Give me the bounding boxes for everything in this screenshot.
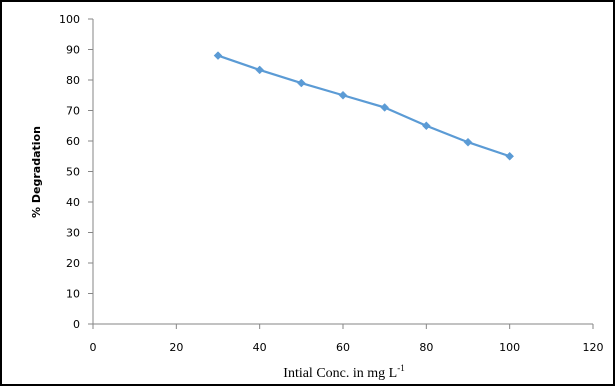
y-tick-label: 40 — [66, 196, 80, 209]
x-tick-label: 80 — [419, 341, 433, 354]
y-tick-label: 60 — [66, 135, 80, 148]
y-tick-label: 50 — [66, 166, 80, 179]
x-tick-label: 60 — [336, 341, 350, 354]
x-tick-label: 100 — [499, 341, 520, 354]
y-tick-label: 30 — [66, 227, 80, 240]
data-point-marker — [213, 51, 223, 60]
x-tick-label: 0 — [90, 341, 97, 354]
series-group — [213, 51, 515, 161]
x-tick-label: 120 — [583, 341, 604, 354]
data-point-marker — [380, 103, 390, 112]
data-point-marker — [421, 121, 431, 131]
y-axis-title: % Degradation — [30, 126, 43, 218]
data-point-marker — [505, 151, 515, 161]
x-tick-label: 40 — [253, 341, 267, 354]
y-tick-label: 100 — [59, 13, 80, 26]
data-point-marker — [255, 65, 265, 75]
y-tick-label: 80 — [66, 74, 80, 87]
y-tick-label: 10 — [66, 288, 80, 301]
y-tick-label: 70 — [66, 105, 80, 118]
data-point-marker — [296, 78, 306, 88]
data-point-marker — [463, 137, 473, 147]
x-tick-label: 20 — [169, 341, 183, 354]
y-tick-label: 90 — [66, 44, 80, 57]
x-axis: 0 20 40 60 80 100 120 — [90, 323, 604, 354]
y-axis: 0 10 20 30 40 50 60 70 80 90 100 — [59, 13, 94, 331]
x-axis-title-superscript: -1 — [397, 363, 405, 373]
x-axis-title: Intial Conc. in mg L-1 — [283, 363, 404, 381]
y-tick-label: 20 — [66, 257, 80, 270]
y-tick-label: 0 — [73, 318, 80, 331]
x-axis-title-main: Intial Conc. in mg L — [283, 366, 397, 381]
series-line — [217, 54, 511, 158]
data-point-marker — [338, 90, 348, 100]
